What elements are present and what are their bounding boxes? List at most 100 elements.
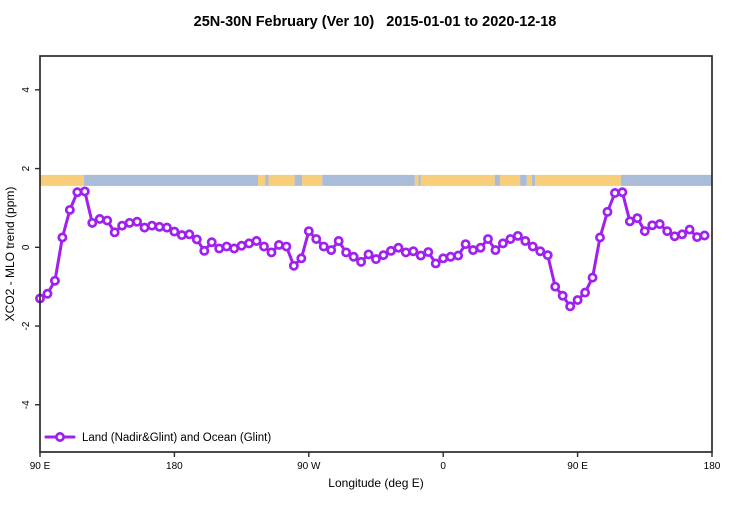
data-point-marker — [64, 204, 75, 215]
data-point-marker — [132, 216, 143, 227]
data-point-marker — [423, 247, 434, 257]
data-point-marker — [684, 224, 695, 235]
land-segment — [535, 174, 621, 186]
data-point-marker — [550, 281, 561, 292]
data-point-marker — [505, 234, 516, 244]
data-point-marker — [654, 219, 665, 230]
ocean-segment — [294, 174, 303, 186]
data-point-marker — [176, 230, 187, 241]
land-segment — [526, 174, 533, 186]
y-tick-label: 2 — [21, 165, 32, 171]
data-point-marker — [460, 239, 471, 250]
data-point-marker — [602, 206, 613, 217]
data-point-marker — [557, 290, 568, 301]
data-point-marker — [430, 258, 441, 269]
data-point-marker — [341, 247, 352, 258]
data-point-marker — [79, 186, 90, 197]
data-point-marker — [333, 236, 344, 246]
legend-marker-sample — [55, 432, 65, 442]
data-point-marker — [199, 245, 210, 256]
ocean-segment — [494, 174, 500, 186]
data-point-marker — [378, 250, 389, 261]
data-point-marker — [124, 217, 135, 228]
data-point-marker — [542, 250, 553, 261]
data-point-marker — [356, 256, 367, 267]
data-point-marker — [565, 301, 576, 312]
data-point-marker — [102, 215, 113, 226]
x-axis-label: Longitude (deg E) — [328, 476, 423, 490]
data-point-marker — [161, 222, 172, 233]
data-point-marker — [490, 245, 501, 256]
land-segment — [302, 174, 323, 186]
data-point-marker — [363, 249, 374, 260]
land-segment — [40, 174, 85, 186]
data-point-marker — [303, 226, 314, 237]
x-tick-label: 90 W — [297, 461, 321, 472]
data-point-marker — [296, 253, 307, 264]
ocean-segment — [322, 174, 415, 186]
data-point-marker — [214, 243, 225, 254]
land-segment — [258, 174, 266, 186]
data-point-marker — [475, 242, 486, 253]
data-point-marker — [572, 295, 583, 306]
data-point-marker — [415, 250, 426, 261]
data-point-marker — [57, 232, 68, 243]
data-point-marker — [154, 221, 165, 232]
ocean-segment — [84, 174, 259, 186]
data-point-marker — [624, 216, 635, 227]
plot-border — [39, 55, 713, 453]
data-point-marker — [147, 220, 157, 231]
data-point-marker — [184, 229, 195, 240]
land-segment — [420, 174, 495, 186]
data-point-marker — [535, 246, 546, 257]
data-point-marker — [632, 213, 643, 224]
x-tick-label: 180 — [704, 461, 721, 472]
data-point-marker — [445, 251, 456, 262]
data-point-marker — [662, 226, 673, 237]
y-axis-ticks: 4 2 0 -2 -4 — [21, 87, 40, 409]
x-tick-label: 90 E — [567, 461, 588, 472]
y-tick-label: 0 — [21, 244, 32, 250]
land-segment — [499, 174, 521, 186]
data-point-marker — [191, 234, 202, 245]
data-point-marker — [385, 245, 396, 256]
data-point-marker — [251, 236, 262, 246]
data-point-marker — [117, 220, 128, 231]
ocean-segment — [520, 174, 527, 186]
data-point-marker — [647, 220, 658, 231]
legend-label: Land (Nadir&Glint) and Ocean (Glint) — [82, 432, 271, 444]
data-point-marker — [393, 242, 404, 253]
data-point-marker — [72, 187, 83, 198]
data-point-marker — [595, 232, 605, 243]
data-point-marker — [109, 227, 120, 238]
data-point-marker — [169, 226, 180, 237]
data-point-marker — [580, 287, 591, 298]
ocean-segment — [532, 174, 536, 186]
land-segment — [268, 174, 295, 186]
y-axis-label: XCO2 - MLO trend (ppm) — [3, 187, 17, 322]
data-point-marker — [42, 288, 53, 299]
ocean-segment — [418, 174, 421, 186]
data-point-marker — [318, 241, 329, 252]
data-point-marker — [617, 187, 628, 198]
data-point-marker — [483, 234, 493, 244]
data-point-marker — [266, 247, 277, 258]
data-point-marker — [206, 237, 217, 248]
land-segment — [414, 174, 419, 186]
data-point-marker — [692, 232, 703, 243]
land-ocean-strip — [40, 174, 712, 186]
y-tick-label: -2 — [21, 321, 32, 330]
data-point-marker — [221, 241, 232, 252]
data-point-marker — [273, 239, 284, 250]
data-point-marker — [229, 243, 240, 254]
legend: Land (Nadir&Glint) and Ocean (Glint) — [44, 432, 271, 444]
data-point-marker — [527, 241, 538, 252]
data-point-marker — [497, 238, 508, 249]
data-point-marker — [609, 188, 620, 198]
data-point-marker — [288, 260, 299, 271]
data-point-marker — [400, 247, 411, 258]
data-series — [35, 186, 710, 312]
data-point-marker — [699, 230, 710, 241]
x-tick-label: 90 E — [30, 461, 51, 472]
